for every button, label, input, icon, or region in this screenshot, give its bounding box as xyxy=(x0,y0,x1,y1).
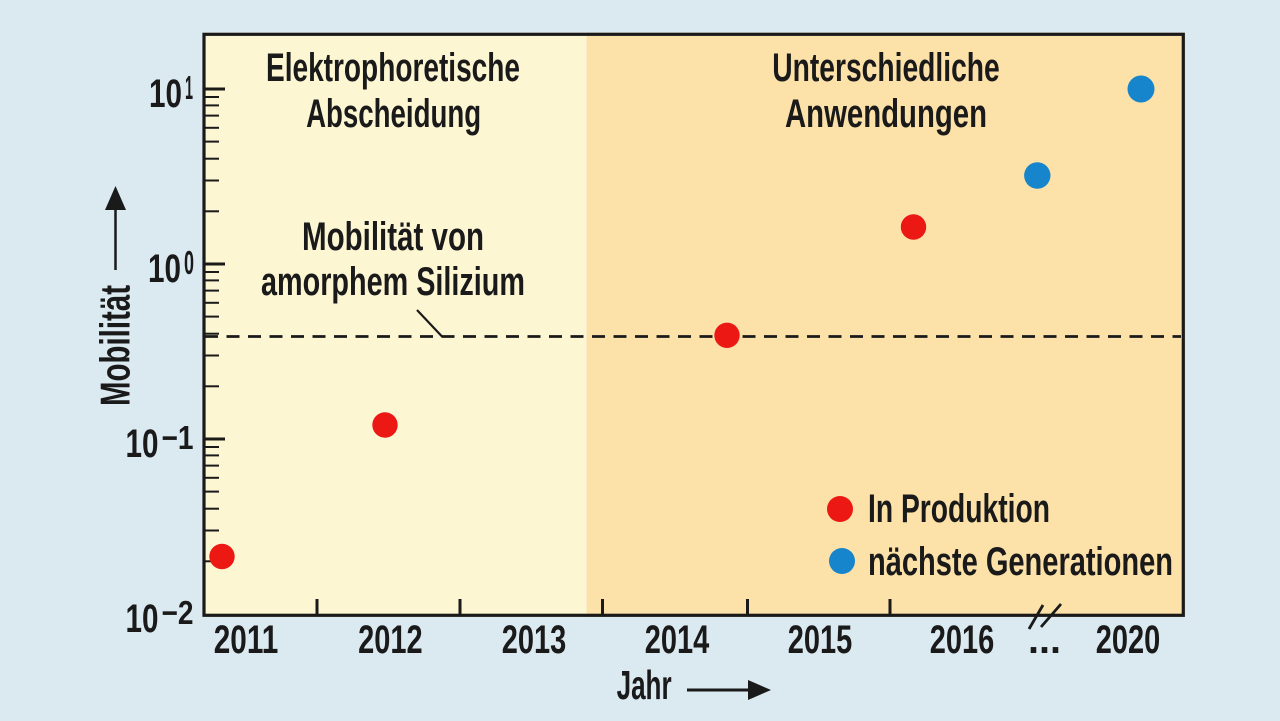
svg-text:Elektrophoretische: Elektrophoretische xyxy=(266,46,520,90)
svg-text:0: 0 xyxy=(184,244,194,281)
svg-text:amorphem Silizium: amorphem Silizium xyxy=(261,260,525,304)
svg-text:2013: 2013 xyxy=(502,618,567,662)
svg-text:10: 10 xyxy=(149,72,182,116)
svg-text:In Produktion: In Produktion xyxy=(868,487,1050,531)
svg-text:−2: −2 xyxy=(162,594,194,631)
svg-text:nächste Generationen: nächste Generationen xyxy=(868,540,1173,584)
svg-text:2015: 2015 xyxy=(788,618,853,662)
svg-text:Jahr: Jahr xyxy=(617,662,672,708)
svg-text:−1: −1 xyxy=(162,419,194,456)
svg-text:2012: 2012 xyxy=(358,618,423,662)
svg-text:Abscheidung: Abscheidung xyxy=(306,92,481,136)
svg-text:1: 1 xyxy=(185,69,193,106)
svg-text:10: 10 xyxy=(148,247,181,291)
svg-text:10: 10 xyxy=(126,422,159,466)
svg-text:Unterschiedliche: Unterschiedliche xyxy=(772,46,1000,90)
svg-text:...: ... xyxy=(1028,618,1061,662)
svg-text:Anwendungen: Anwendungen xyxy=(785,92,987,136)
svg-text:2014: 2014 xyxy=(645,618,710,662)
svg-text:2016: 2016 xyxy=(930,618,995,662)
svg-text:2011: 2011 xyxy=(214,618,279,662)
svg-text:2020: 2020 xyxy=(1096,618,1161,662)
svg-text:Mobilität: Mobilität xyxy=(92,285,139,406)
svg-text:Mobilität von: Mobilität von xyxy=(302,215,484,259)
svg-text:10: 10 xyxy=(126,597,159,641)
